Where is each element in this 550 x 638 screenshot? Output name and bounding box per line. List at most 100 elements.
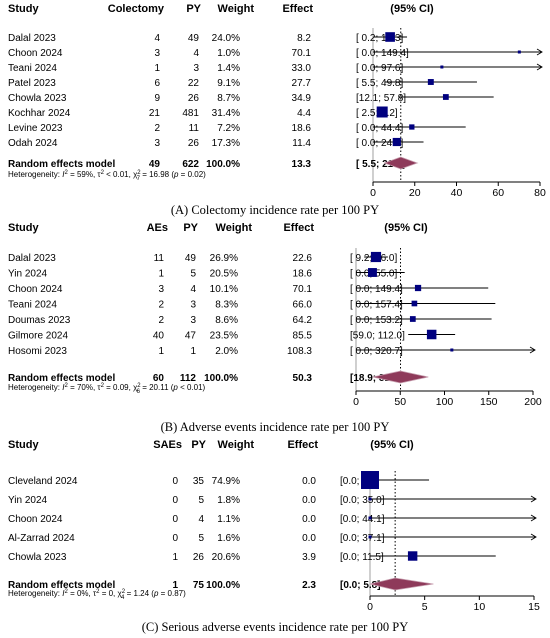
study-effect: 66.0	[293, 300, 313, 311]
header-py: PY	[183, 222, 198, 234]
heterogeneity-part: 2	[101, 383, 105, 389]
study-name: Teani 2024	[8, 300, 57, 311]
header-study: Study	[8, 3, 39, 15]
study-effect: 4.4	[297, 108, 311, 119]
study-py: 26	[188, 93, 200, 104]
header-py: PY	[191, 439, 206, 451]
study-events: 21	[149, 108, 161, 119]
heterogeneity-part: 4	[121, 595, 125, 601]
study-square	[385, 32, 395, 42]
ci-arrow	[530, 533, 537, 541]
heterogeneity-part: χ	[133, 170, 138, 179]
study-effect: 22.6	[293, 253, 313, 264]
ci-arrow	[536, 63, 543, 71]
heterogeneity-part: 2	[101, 170, 105, 176]
heterogeneity-part: p	[172, 383, 178, 392]
header-weight: Weight	[216, 222, 253, 234]
pooled-py: 112	[180, 373, 197, 384]
study-weight: 7.2%	[217, 123, 240, 134]
header-ci: (95% CI)	[384, 222, 428, 234]
study-weight: 1.0%	[217, 48, 240, 59]
study-square	[409, 124, 415, 130]
study-events: 2	[158, 315, 164, 326]
study-square	[409, 316, 416, 322]
study-effect: 18.6	[292, 123, 312, 134]
pooled-ci: [18.9; 81.7]	[350, 373, 402, 384]
heterogeneity-text: Heterogeneity: I2 = 59%, τ2 < 0.01, χ2 7 …	[8, 170, 206, 182]
study-weight: 20.6%	[212, 552, 240, 563]
study-weight: 8.3%	[215, 300, 238, 311]
study-square	[442, 94, 449, 100]
study-py: 4	[193, 48, 199, 59]
study-ci: [ 0.0; 149.4]	[356, 48, 409, 59]
pooled-ci: [ 5.5; 21.2]	[356, 159, 405, 170]
study-name: Patel 2023	[8, 78, 56, 89]
pooled-label: Random effects model	[8, 580, 115, 591]
study-ci: [0.0; 11.5]	[340, 552, 384, 563]
study-weight: 20.5%	[210, 269, 238, 280]
study-weight: 1.8%	[217, 495, 240, 506]
heterogeneity-part: I	[62, 589, 65, 598]
study-py: 49	[185, 253, 197, 264]
study-effect: 0.0	[302, 495, 316, 506]
heterogeneity-part: τ	[97, 170, 101, 179]
forest-plot-colectomy: Study Colectomy PY Weight Effect (95% CI) Dala…	[0, 0, 550, 200]
heterogeneity-part: τ	[93, 589, 97, 598]
ci-arrow	[529, 346, 536, 354]
heterogeneity-part: 2	[122, 589, 126, 595]
study-py: 481	[182, 108, 199, 119]
x-tick-label: 10	[473, 601, 485, 613]
header-weight: Weight	[218, 439, 255, 451]
study-ci: [0.0; 5.4]	[340, 476, 379, 487]
study-square	[407, 551, 418, 561]
study-weight: 8.6%	[215, 315, 238, 326]
study-weight: 24.0%	[212, 33, 240, 44]
heterogeneity-part: = 20.11 (	[140, 383, 174, 392]
study-square	[376, 106, 388, 118]
header-events: AEs	[147, 222, 168, 234]
forest-svg-c: Study SAEs PY Weight Effect (95% CI) Cleveland…	[8, 439, 540, 613]
heterogeneity-part: p	[153, 589, 159, 598]
study-name: Yin 2024	[8, 269, 48, 280]
study-events: 2	[154, 123, 160, 134]
study-weight: 1.6%	[217, 533, 240, 544]
study-ci: [ 0.0; 153.2]	[350, 315, 403, 326]
study-events: 0	[172, 514, 178, 525]
pooled-effect: 13.3	[292, 159, 312, 170]
header-effect: Effect	[283, 222, 314, 234]
study-effect: 18.6	[293, 269, 313, 280]
study-name: Al-Zarrad 2024	[8, 533, 75, 544]
heterogeneity-part: = 0.09,	[104, 383, 133, 392]
header-events: SAEs	[153, 439, 182, 451]
pooled-label: Random effects model	[8, 373, 115, 384]
header-effect: Effect	[287, 439, 318, 451]
x-tick-label: 80	[534, 187, 546, 199]
study-py: 3	[190, 300, 196, 311]
heterogeneity-part: 2	[65, 589, 69, 595]
heterogeneity-text: Heterogeneity: I2 = 70%, τ2 = 0.09, χ2 6 …	[8, 383, 206, 395]
pooled-diamond	[383, 156, 419, 170]
study-square	[370, 251, 382, 263]
heterogeneity-part: = 0%,	[68, 589, 93, 598]
study-ci: [0.0; 44.1]	[340, 514, 385, 525]
study-weight: 2.0%	[215, 346, 238, 357]
heterogeneity-part: Heterogeneity:	[8, 383, 62, 392]
study-events: 40	[153, 331, 165, 342]
x-tick-label: 15	[528, 601, 540, 613]
x-tick-label: 40	[451, 187, 463, 199]
study-py: 5	[198, 533, 204, 544]
study-name: Levine 2023	[8, 123, 63, 134]
study-events: 3	[154, 138, 160, 149]
study-weight: 1.1%	[217, 514, 240, 525]
study-weight: 9.1%	[217, 78, 240, 89]
study-py: 3	[193, 63, 199, 74]
heterogeneity-part: = 1.24 (	[124, 589, 154, 598]
heterogeneity-part: τ	[97, 383, 101, 392]
heterogeneity-part: p	[173, 170, 179, 179]
study-name: Choon 2024	[8, 514, 63, 525]
heterogeneity-part: χ	[133, 383, 138, 392]
heterogeneity-part: = 0.87)	[158, 589, 186, 598]
header-weight: Weight	[218, 3, 255, 15]
study-effect: 0.0	[302, 514, 316, 525]
x-tick-label: 0	[370, 187, 376, 199]
